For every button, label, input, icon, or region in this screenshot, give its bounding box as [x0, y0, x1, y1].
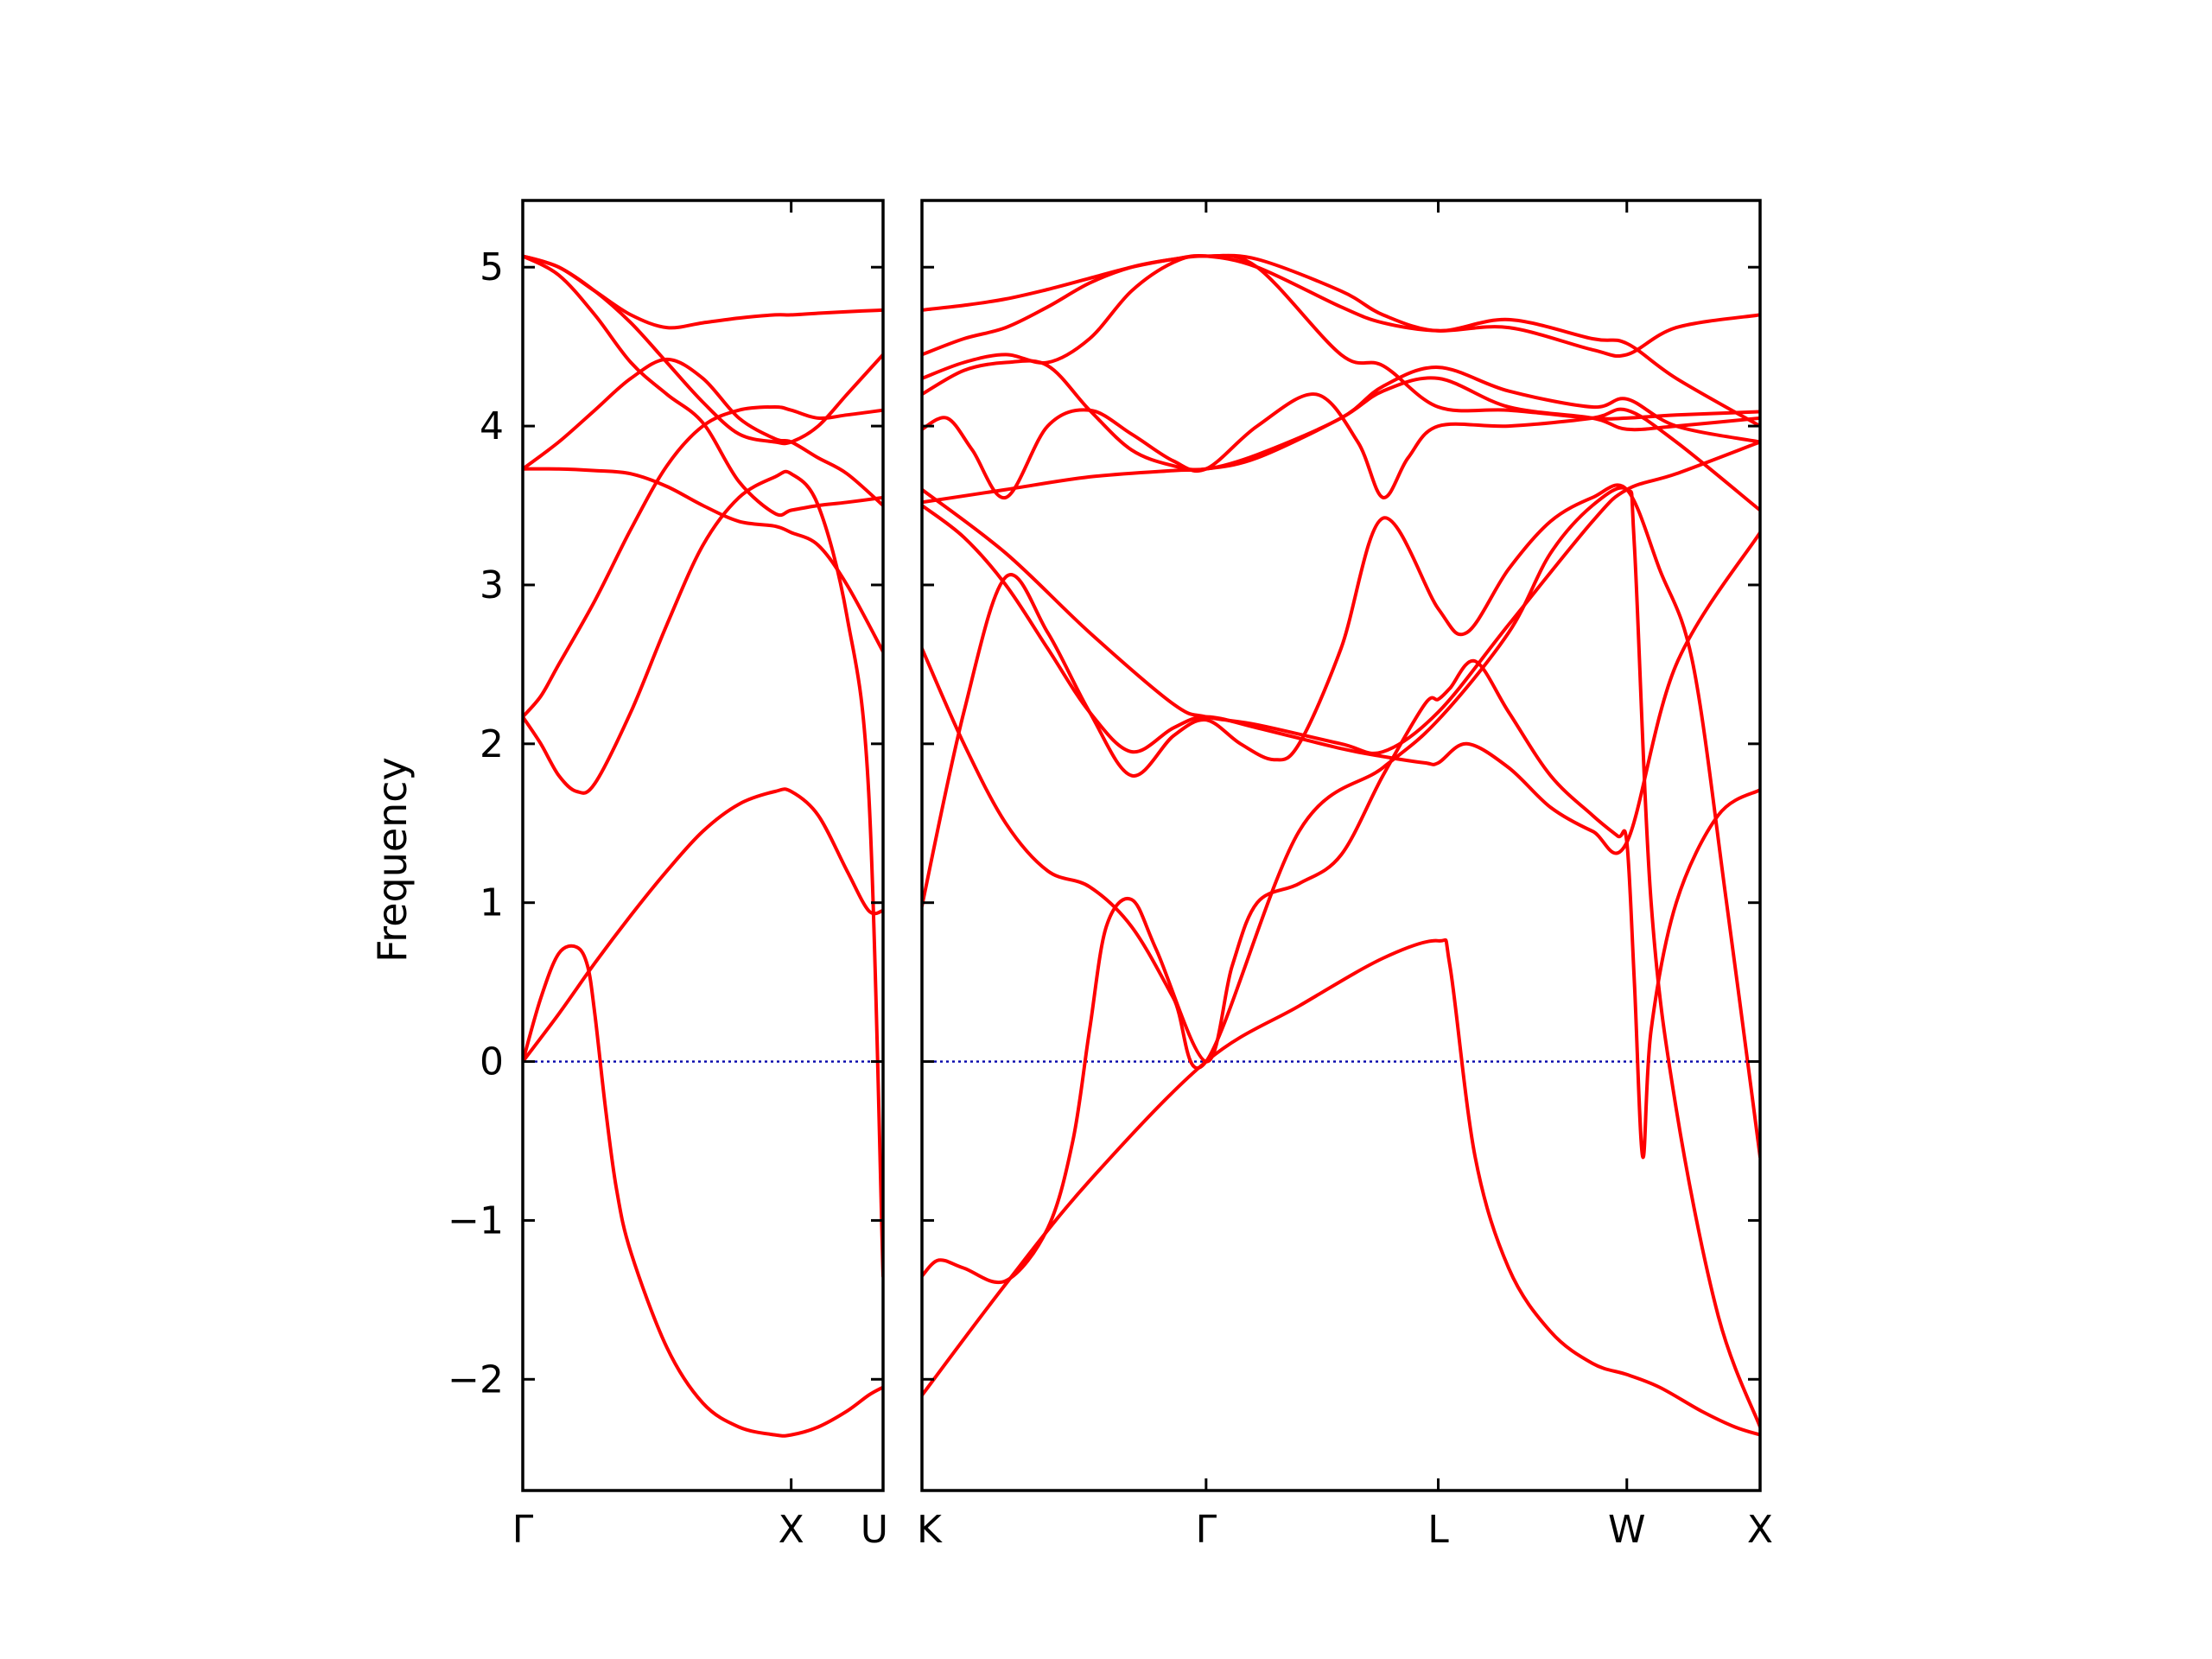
- bands-group: [523, 254, 883, 1438]
- band-line-6: [523, 357, 883, 507]
- y-tick-label: −1: [448, 1198, 504, 1243]
- x-tick-label: Γ: [512, 1508, 534, 1552]
- band-line-10: [922, 253, 1760, 421]
- x-tick-label: X: [779, 1508, 804, 1552]
- x-tick-label: U: [861, 1508, 888, 1552]
- y-tick-label: 4: [480, 404, 504, 448]
- panel-frame: [920, 199, 1762, 1492]
- x-tick-label: W: [1608, 1508, 1646, 1552]
- panel-1: −2 −1 0 1 2 3 4 5 Γ X U: [448, 199, 888, 1552]
- band-line-12: [922, 253, 1760, 429]
- band-line-1: [922, 938, 1760, 1437]
- band-line-3: [523, 469, 883, 1278]
- band-line-6: [922, 440, 1760, 755]
- panels-group: −2 −1 0 1 2 3 4 5 Γ X U K Γ L W X: [448, 199, 1773, 1552]
- x-tick-label: L: [1427, 1508, 1449, 1552]
- band-line-1: [523, 944, 883, 1438]
- band-line-9: [523, 254, 883, 446]
- y-tick-label: 2: [480, 722, 504, 766]
- x-tick-label: K: [917, 1508, 943, 1552]
- band-line-3: [922, 486, 1760, 1429]
- x-tick-label: X: [1747, 1508, 1773, 1552]
- band-line-8: [922, 376, 1760, 505]
- band-line-4: [922, 483, 1760, 1159]
- band-line-5: [523, 467, 883, 654]
- y-tick-label: 1: [480, 881, 504, 925]
- band-line-4: [523, 405, 883, 719]
- band-line-9: [922, 359, 1760, 472]
- y-tick-label: 0: [480, 1040, 504, 1084]
- panel-frame: [521, 199, 885, 1492]
- band-line-7: [523, 254, 883, 518]
- band-line-2: [523, 787, 883, 1064]
- band-line-2: [922, 658, 1760, 1285]
- y-tick-label: 3: [480, 563, 504, 607]
- y-tick-label: 5: [480, 245, 504, 289]
- band-line-11: [922, 253, 1760, 359]
- band-line-7: [922, 392, 1760, 512]
- x-tick-label: Γ: [1196, 1508, 1217, 1552]
- y-tick-label: −2: [448, 1357, 504, 1402]
- band-line-5: [922, 504, 1760, 855]
- bands-group: [922, 253, 1760, 1437]
- y-axis-label: Frequency: [369, 757, 416, 963]
